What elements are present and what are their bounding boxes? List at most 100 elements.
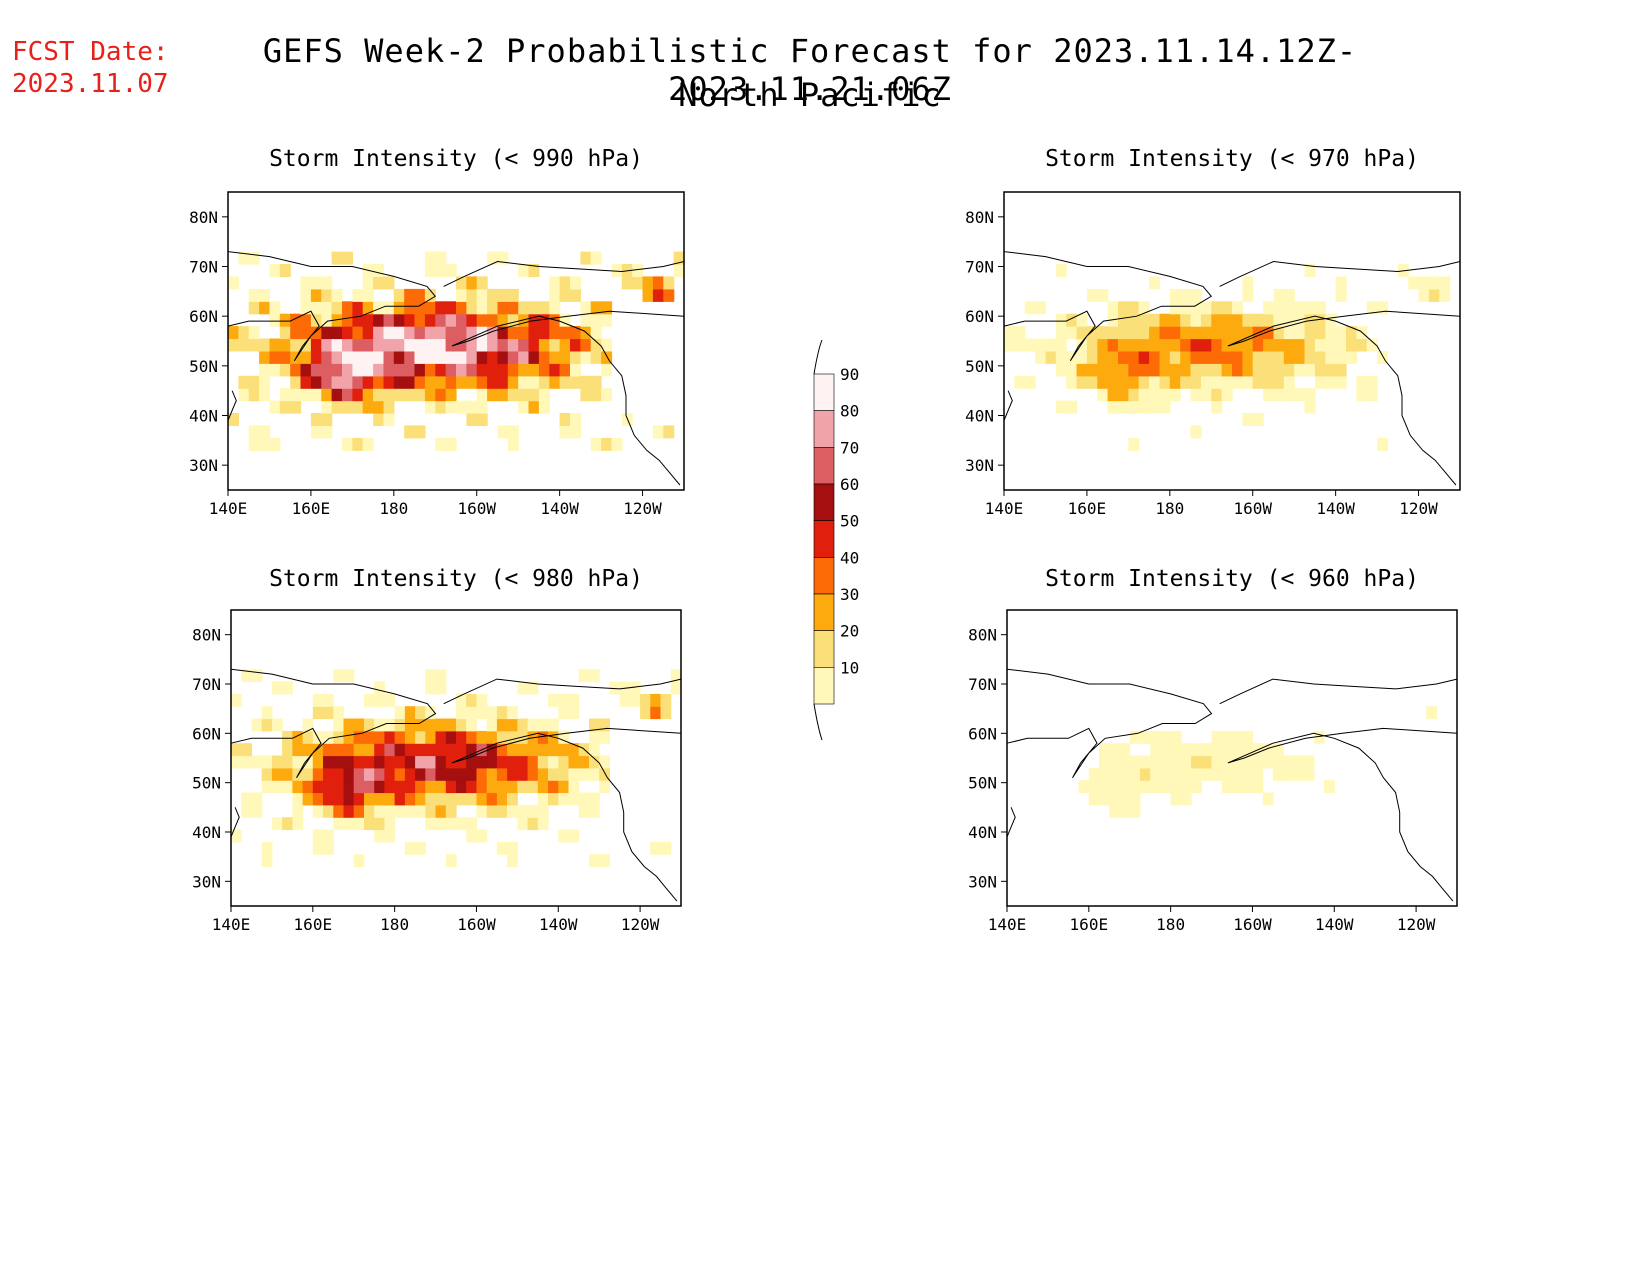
probability-cell — [1232, 363, 1243, 377]
probability-cell — [404, 301, 416, 315]
probability-cell — [1014, 375, 1026, 389]
probability-cell — [476, 730, 488, 744]
probability-cell — [364, 755, 375, 769]
probability-cell — [394, 780, 406, 794]
probability-cell — [1055, 313, 1067, 327]
probability-cell — [424, 363, 436, 377]
probability-cell — [1107, 301, 1119, 315]
probability-cell — [282, 681, 293, 695]
probability-cell — [466, 363, 478, 377]
probability-cell — [445, 755, 457, 769]
probability-cell — [486, 706, 498, 720]
probability-cell — [1304, 350, 1316, 364]
probability-cell — [414, 425, 426, 439]
lat-label: 60N — [965, 307, 994, 326]
probability-cell — [343, 817, 355, 831]
probability-cell — [310, 338, 322, 352]
probability-cell — [487, 375, 499, 389]
probability-cell — [1200, 350, 1212, 364]
probability-cell — [663, 425, 675, 439]
probability-cell — [415, 767, 426, 781]
probability-cell — [1325, 338, 1337, 352]
probability-cell — [1097, 388, 1109, 402]
probability-cell — [393, 338, 405, 352]
probability-cell — [1119, 804, 1131, 818]
probability-cell — [589, 718, 600, 732]
probability-cell — [435, 743, 447, 757]
probability-cell — [1024, 301, 1036, 315]
probability-cell — [1211, 743, 1223, 757]
lat-label: 30N — [189, 456, 218, 475]
probability-cell — [1159, 363, 1171, 377]
probability-cell — [466, 326, 478, 340]
probability-cell — [333, 718, 345, 732]
probability-cell — [517, 767, 529, 781]
probability-cell — [1252, 313, 1264, 327]
probability-cell — [640, 693, 651, 707]
probability-cell — [292, 755, 304, 769]
probability-cell — [1055, 338, 1067, 352]
probability-cell — [300, 301, 312, 315]
probability-cell — [1150, 730, 1161, 744]
probability-cell — [1118, 313, 1129, 327]
probability-cell — [269, 437, 281, 451]
probability-cell — [302, 755, 314, 769]
probability-cell — [300, 276, 312, 290]
probability-cell — [601, 338, 613, 352]
probability-cell — [373, 388, 385, 402]
probability-cell — [1140, 755, 1151, 769]
probability-cell — [1128, 301, 1140, 315]
probability-cell — [1200, 388, 1212, 402]
probability-cell — [590, 350, 602, 364]
probability-cell — [1263, 363, 1275, 377]
lon-label: 160E — [294, 915, 333, 934]
colorbar: 90 80 70 60 50 40 30 20 10 — [813, 339, 859, 741]
probability-cell — [393, 301, 405, 315]
probability-cell — [1242, 326, 1254, 340]
probability-cell — [537, 792, 549, 806]
probability-cell — [1190, 388, 1202, 402]
probability-cell — [537, 743, 549, 757]
probability-cell — [259, 301, 271, 315]
probability-cell — [549, 350, 561, 364]
probability-field — [231, 669, 682, 868]
probability-cell — [486, 730, 498, 744]
probability-cell — [310, 388, 322, 402]
probability-cell — [1014, 326, 1026, 340]
page-subtitle: North Pacific — [678, 76, 942, 114]
probability-cell — [425, 780, 437, 794]
probability-cell — [271, 780, 283, 794]
probability-cell — [331, 313, 343, 327]
probability-cell — [1128, 363, 1140, 377]
probability-cell — [1099, 743, 1110, 757]
probability-cell — [435, 681, 447, 695]
probability-cell — [1221, 730, 1233, 744]
probability-cell — [537, 817, 549, 831]
probability-cell — [466, 400, 478, 414]
probability-cell — [476, 276, 488, 290]
probability-cell — [414, 350, 426, 364]
probability-cell — [331, 326, 343, 340]
probability-cell — [241, 792, 252, 806]
probability-cell — [663, 276, 675, 290]
probability-cell — [269, 264, 281, 277]
panel-title: Storm Intensity (< 980 hPa) — [269, 566, 643, 592]
probability-cell — [310, 375, 322, 389]
probability-cell — [466, 755, 477, 769]
probability-cell — [321, 388, 333, 402]
probability-cell — [414, 288, 426, 302]
probability-cell — [476, 755, 488, 769]
probability-cell — [517, 743, 529, 757]
probability-cell — [362, 375, 374, 389]
probability-cell — [251, 792, 263, 806]
probability-cell — [1180, 313, 1192, 327]
probability-cell — [476, 388, 488, 402]
probability-cell — [601, 313, 613, 327]
probability-cell — [445, 792, 457, 806]
probability-cell — [364, 693, 375, 707]
probability-cell — [353, 780, 365, 794]
probability-cell — [1055, 264, 1067, 277]
probability-cell — [1159, 326, 1171, 340]
probability-cell — [333, 792, 345, 806]
probability-cell — [1045, 338, 1057, 352]
